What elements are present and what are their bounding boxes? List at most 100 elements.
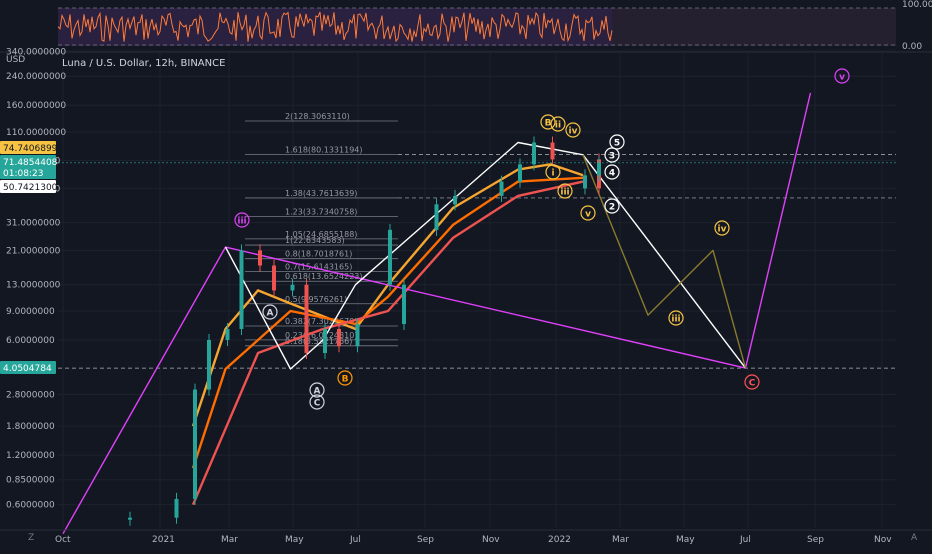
candle — [193, 389, 197, 499]
candle — [272, 265, 276, 291]
fib-label: 1.38(43.7613639) — [285, 189, 357, 198]
x-tick-label: Sep — [417, 535, 434, 545]
x-tick-label: Mar — [612, 535, 629, 545]
wave-label: A — [267, 309, 274, 319]
price-tag-label: 71.4854408 — [3, 158, 58, 168]
chart-title: Luna / U.S. Dollar, 12h, BINANCE — [62, 58, 225, 69]
candle — [258, 250, 262, 266]
x-tick-label: Jul — [739, 535, 751, 545]
candle — [388, 229, 392, 285]
fib-label: 2(128.3063110) — [285, 112, 350, 121]
price-tag-label: 50.7421300 — [3, 183, 58, 193]
y-tick-label: 0.8500000 — [6, 476, 55, 486]
wave-label: v — [839, 73, 845, 83]
wave-label-circle — [714, 220, 730, 236]
candle — [597, 162, 601, 176]
x-tick-label: Mar — [221, 535, 238, 545]
wave-label: 3 — [609, 152, 615, 162]
y-tick-label: 6.0000000 — [6, 336, 55, 346]
wave-label-circle — [550, 116, 566, 132]
candle — [207, 340, 211, 390]
y-tick-label: 1.2000000 — [6, 451, 55, 461]
fib-label: 0.7(15.6143165) — [285, 263, 352, 272]
price-tag — [0, 155, 56, 168]
wave-label: iv — [718, 225, 727, 235]
y-tick-label: 9.0000000 — [6, 307, 55, 317]
candles-group — [128, 136, 601, 526]
y-tick-label: 1.8000000 — [6, 422, 55, 432]
grid-lines — [58, 50, 896, 528]
candle — [532, 142, 536, 165]
wave-label: 2 — [609, 203, 615, 213]
fib-label: 1.05(24.6855188) — [285, 230, 357, 239]
x-tick-label: Sep — [807, 535, 824, 545]
wave-label-circle — [545, 164, 561, 180]
x-tick-label: Nov — [874, 535, 892, 545]
wave-label-circle — [337, 370, 353, 386]
fib-label: 1(22.6343583) — [285, 236, 345, 245]
wave-label: iv — [569, 127, 578, 137]
series-line-2 — [191, 176, 584, 469]
time-axis: Oct 2021 Mar May Jul Sep Nov 2022 Mar May Jul Sep No… — [0, 529, 932, 545]
candle — [434, 204, 439, 230]
y-tick-label: 13.0000000 — [6, 281, 61, 291]
fib-label: 0.8(18.7018761) — [285, 250, 352, 259]
fib-label: 0.236(6.0124810) — [285, 331, 357, 340]
wave-label: iii — [671, 315, 680, 325]
price-tag-label: 4.0504784 — [3, 364, 52, 374]
wave-label: A — [314, 387, 321, 397]
y-tick-label: 31.0000000 — [6, 219, 61, 229]
candle — [290, 284, 295, 291]
oscillator-panel: 100.00 0.00 — [57, 0, 932, 52]
wave-label-circle — [262, 304, 278, 320]
wave-label-circle — [609, 134, 625, 150]
x-tick-label: 2021 — [152, 535, 175, 545]
wave-label: C — [314, 399, 321, 409]
y-tick-label: 2.8000000 — [6, 390, 55, 400]
y-tick-label: 110.0000000 — [6, 128, 66, 138]
candle — [239, 250, 244, 329]
wave-label-circle — [580, 205, 596, 221]
axis-corner-right: A — [911, 533, 918, 543]
price-tag — [0, 180, 56, 193]
wave-label: B — [545, 119, 552, 129]
x-tick-label: May — [676, 535, 695, 545]
price-tag-label: 01:08:23 — [3, 169, 43, 179]
wave-label: ii — [555, 121, 561, 131]
candle — [355, 324, 360, 347]
series-line-3 — [191, 180, 584, 506]
candle — [518, 164, 522, 182]
wave-label-circle — [604, 164, 620, 180]
price-tag — [0, 141, 56, 154]
osc-level-0: 0.00 — [902, 42, 922, 52]
x-tick-label: Jul — [349, 535, 361, 545]
wave-label: iii — [560, 188, 569, 198]
oscillator-line — [57, 11, 613, 43]
wave-label-circle — [834, 68, 850, 84]
fib-label: 0.382(7.3025679) — [285, 317, 357, 326]
y-tick-label: 21.0000000 — [6, 246, 61, 256]
price-axis: 340.0000000 240.0000000 160.0000000 110.000… — [6, 47, 66, 510]
osc-level-100: 100.00 — [902, 0, 932, 10]
series-line-4 — [62, 92, 812, 535]
wave-label-circle — [309, 394, 325, 410]
axis-corner-left: Z — [28, 533, 34, 543]
candle — [304, 284, 309, 354]
wave-label-circle — [557, 183, 573, 199]
wave-label-circle — [604, 147, 620, 163]
candle — [225, 328, 230, 340]
fib-label: 0.18(5.5321766) — [285, 337, 352, 346]
fib-label: 1.23(33.7340758) — [285, 208, 357, 217]
wave-label-circle — [309, 382, 325, 398]
candle — [402, 284, 406, 325]
series-line-6 — [582, 154, 747, 369]
x-tick-label: May — [285, 535, 304, 545]
candle — [453, 195, 457, 205]
candle — [550, 142, 555, 160]
wave-label-circle — [668, 310, 684, 326]
candle — [499, 181, 504, 196]
candle — [174, 498, 179, 518]
